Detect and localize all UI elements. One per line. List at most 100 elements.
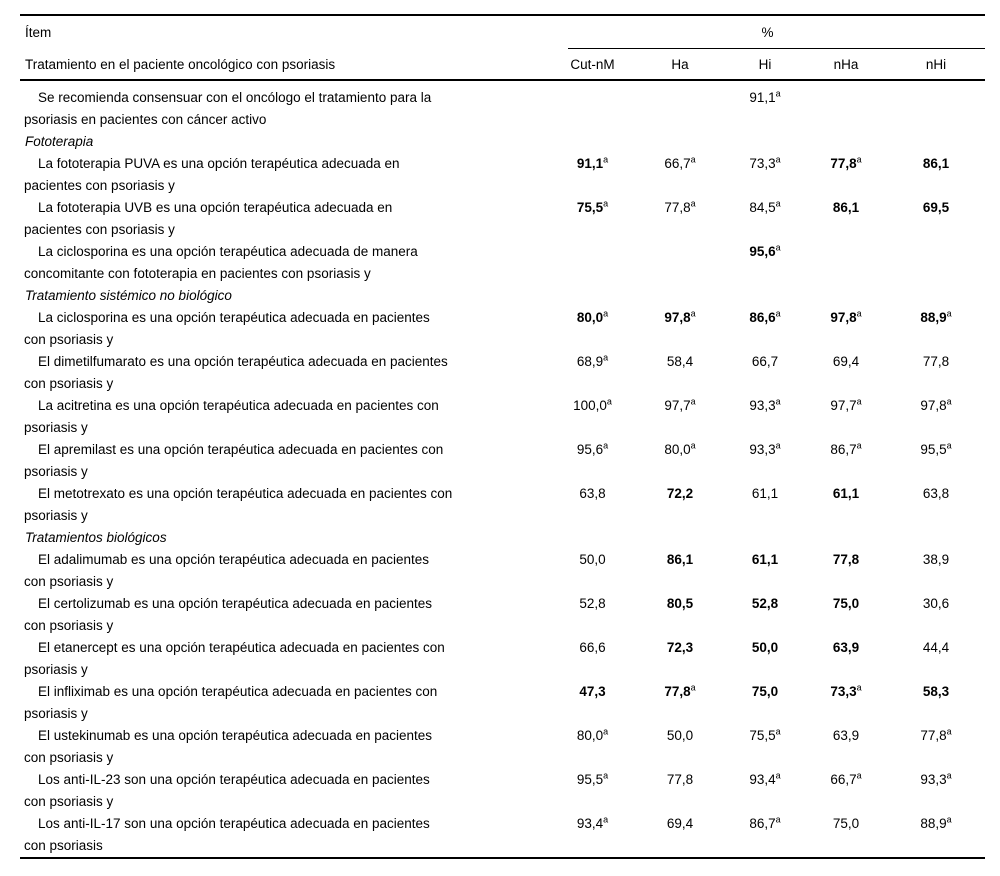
percent-value: 97,7 xyxy=(830,398,857,413)
percent-value: 75,0 xyxy=(832,816,860,831)
value-cell: 95,6a xyxy=(550,439,635,483)
table-header: Ítem % Tratamiento en el paciente oncoló… xyxy=(20,15,986,81)
value-cell: 86,1 xyxy=(635,549,725,593)
superscript-marker: a xyxy=(856,440,862,451)
value-cell xyxy=(805,241,887,285)
value-cell: 63,9 xyxy=(805,725,887,769)
value-cell: 93,3a xyxy=(725,439,805,483)
superscript-marker: a xyxy=(603,814,609,825)
superscript-marker: a xyxy=(690,198,696,209)
superscript-marker: a xyxy=(690,440,696,451)
value-cell: 86,7a xyxy=(805,439,887,483)
value-cell: 72,2 xyxy=(635,483,725,527)
percent-value: 52,8 xyxy=(751,596,779,611)
superscript-marker: a xyxy=(603,726,609,737)
percent-value: 100,0 xyxy=(573,398,607,413)
percent-value: 38,9 xyxy=(922,552,950,567)
value-cell: 97,7a xyxy=(635,395,725,439)
percent-value: 86,7 xyxy=(830,442,857,457)
superscript-marker: a xyxy=(856,396,862,407)
percent-value: 97,8 xyxy=(664,310,691,325)
table-row: El ustekinumab es una opción terapéutica… xyxy=(20,725,985,769)
value-cell: 77,8a xyxy=(635,197,725,241)
percent-value: 86,1 xyxy=(666,552,694,567)
percent-value: 93,3 xyxy=(749,398,776,413)
superscript-marker: a xyxy=(856,770,862,781)
percent-value: 93,4 xyxy=(576,816,604,831)
percent-value: 66,6 xyxy=(579,640,606,655)
value-cell: 77,8 xyxy=(805,549,887,593)
value-cell: 97,7a xyxy=(805,395,887,439)
value-cell: 50,0 xyxy=(550,549,635,593)
superscript-marker: a xyxy=(603,154,609,165)
percent-value: 72,2 xyxy=(666,486,694,501)
percent-header: % xyxy=(550,15,986,49)
percent-value: 63,9 xyxy=(832,640,860,655)
percent-value: 68,9 xyxy=(576,354,604,369)
percent-value: 93,4 xyxy=(749,772,776,787)
value-cell: 63,8 xyxy=(550,483,635,527)
value-cell: 77,8 xyxy=(887,351,985,395)
superscript-marker: a xyxy=(775,770,781,781)
value-cell: 63,8 xyxy=(887,483,985,527)
value-cell: 95,6a xyxy=(725,241,805,285)
percent-value: 91,1 xyxy=(576,156,604,171)
item-subheader: Tratamiento en el paciente oncológico co… xyxy=(20,49,550,81)
item-cell: El certolizumab es una opción terapéutic… xyxy=(24,596,433,633)
percent-value: 77,8 xyxy=(664,200,691,215)
table-row: La ciclosporina es una opción terapéutic… xyxy=(20,307,985,351)
superscript-marker: a xyxy=(606,396,612,407)
percent-value: 97,8 xyxy=(830,310,857,325)
percent-value: 69,4 xyxy=(832,354,860,369)
percent-value: 50,0 xyxy=(751,640,779,655)
superscript-marker: a xyxy=(775,726,781,737)
item-cell: La ciclosporina es una opción terapéutic… xyxy=(24,310,430,347)
percent-value: 77,8 xyxy=(922,354,950,369)
section-heading: Tratamiento sistémico no biológico xyxy=(25,288,232,303)
value-cell: 75,0 xyxy=(805,813,887,858)
percent-value: 44,4 xyxy=(922,640,950,655)
table-row: El dimetilfumarato es una opción terapéu… xyxy=(20,351,985,395)
value-cell: 58,4 xyxy=(635,351,725,395)
item-cell: La fototerapia PUVA es una opción terapé… xyxy=(24,156,400,193)
percent-value: 86,7 xyxy=(749,816,776,831)
percent-value: 77,8 xyxy=(832,552,860,567)
percent-value: 61,1 xyxy=(751,552,779,567)
table-row: La fototerapia UVB es una opción terapéu… xyxy=(20,197,985,241)
percent-value: 58,4 xyxy=(666,354,694,369)
value-cell: 69,4 xyxy=(635,813,725,858)
superscript-marker: a xyxy=(690,154,696,165)
percent-value: 80,0 xyxy=(576,310,604,325)
value-cell: 80,0a xyxy=(635,439,725,483)
superscript-marker: a xyxy=(946,440,952,451)
item-cell: El dimetilfumarato es una opción terapéu… xyxy=(24,354,448,391)
percent-value: 66,7 xyxy=(664,156,691,171)
superscript-marker: a xyxy=(603,440,609,451)
percent-value: 69,4 xyxy=(666,816,694,831)
percent-value: 52,8 xyxy=(579,596,606,611)
value-cell: 61,1 xyxy=(805,483,887,527)
percent-value: 88,9 xyxy=(920,816,947,831)
percent-value: 75,0 xyxy=(832,596,860,611)
value-cell: 44,4 xyxy=(887,637,985,681)
percent-value: 77,8 xyxy=(664,684,691,699)
value-cell: 63,9 xyxy=(805,637,887,681)
percent-value: 50,0 xyxy=(579,552,606,567)
superscript-marker: a xyxy=(856,682,862,693)
percent-value: 93,3 xyxy=(920,772,947,787)
item-header: Ítem xyxy=(25,25,52,40)
header-row-top: Ítem % xyxy=(20,15,986,49)
percent-value: 72,3 xyxy=(666,640,694,655)
value-cell: 80,0a xyxy=(550,307,635,351)
percent-value: 77,8 xyxy=(920,728,947,743)
table-row: La ciclosporina es una opción terapéutic… xyxy=(20,241,985,285)
percent-value: 88,9 xyxy=(920,310,947,325)
value-cell: 91,1a xyxy=(550,153,635,197)
value-cell: 73,3a xyxy=(805,681,887,725)
value-cell: 68,9a xyxy=(550,351,635,395)
superscript-marker: a xyxy=(946,308,952,319)
table-row: La acitretina es una opción terapéutica … xyxy=(20,395,985,439)
percent-value: 75,0 xyxy=(751,684,779,699)
value-cell xyxy=(805,80,887,131)
